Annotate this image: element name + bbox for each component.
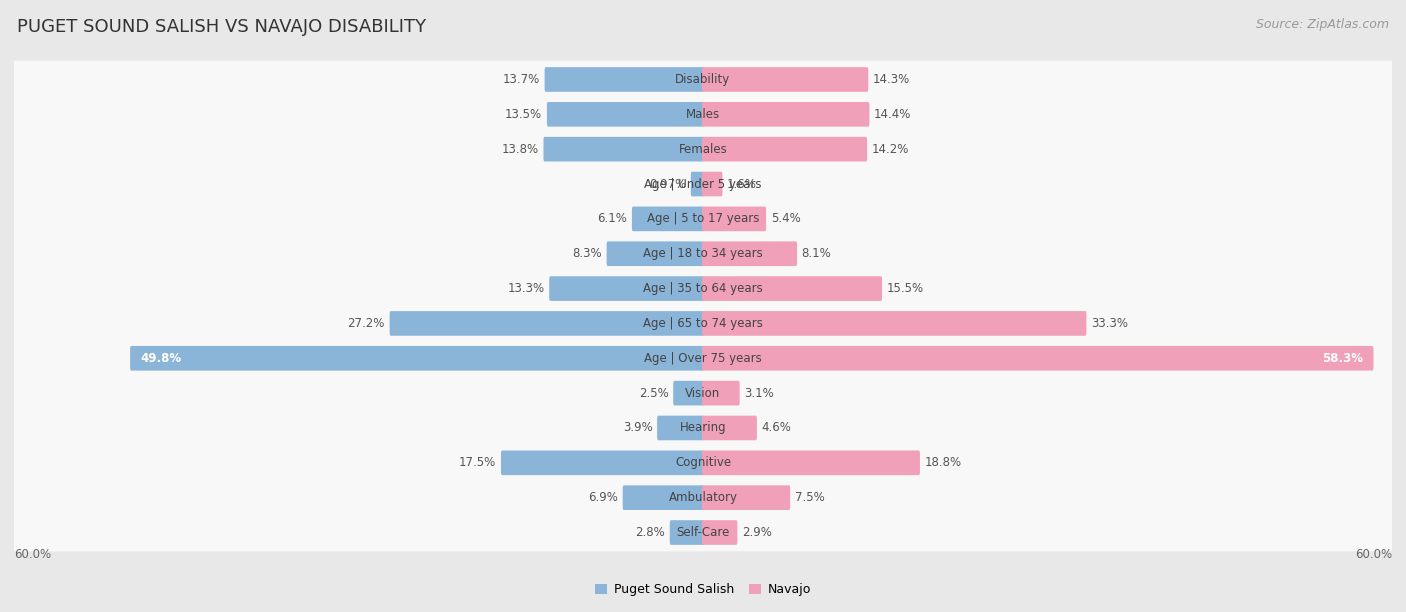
Text: 13.8%: 13.8% xyxy=(502,143,538,155)
FancyBboxPatch shape xyxy=(501,450,704,475)
FancyBboxPatch shape xyxy=(657,416,704,440)
Text: Age | 35 to 64 years: Age | 35 to 64 years xyxy=(643,282,763,295)
Text: 14.4%: 14.4% xyxy=(875,108,911,121)
FancyBboxPatch shape xyxy=(14,61,1392,99)
Text: 13.5%: 13.5% xyxy=(505,108,543,121)
FancyBboxPatch shape xyxy=(14,513,1392,551)
Text: 13.7%: 13.7% xyxy=(503,73,540,86)
FancyBboxPatch shape xyxy=(14,375,1392,412)
Text: 2.5%: 2.5% xyxy=(638,387,669,400)
FancyBboxPatch shape xyxy=(702,276,882,301)
FancyBboxPatch shape xyxy=(702,137,868,162)
Text: Cognitive: Cognitive xyxy=(675,457,731,469)
Text: 13.3%: 13.3% xyxy=(508,282,544,295)
Text: Age | 65 to 74 years: Age | 65 to 74 years xyxy=(643,317,763,330)
FancyBboxPatch shape xyxy=(702,520,737,545)
FancyBboxPatch shape xyxy=(702,67,869,92)
Text: Age | Under 5 years: Age | Under 5 years xyxy=(644,177,762,190)
FancyBboxPatch shape xyxy=(702,241,797,266)
FancyBboxPatch shape xyxy=(14,130,1392,168)
Text: Disability: Disability xyxy=(675,73,731,86)
FancyBboxPatch shape xyxy=(14,235,1392,272)
Text: Age | Over 75 years: Age | Over 75 years xyxy=(644,352,762,365)
Text: Self-Care: Self-Care xyxy=(676,526,730,539)
FancyBboxPatch shape xyxy=(389,311,704,336)
Text: 2.8%: 2.8% xyxy=(636,526,665,539)
Text: 6.9%: 6.9% xyxy=(588,491,619,504)
Text: 15.5%: 15.5% xyxy=(887,282,924,295)
FancyBboxPatch shape xyxy=(14,305,1392,342)
FancyBboxPatch shape xyxy=(14,270,1392,307)
FancyBboxPatch shape xyxy=(14,340,1392,377)
Text: 8.3%: 8.3% xyxy=(572,247,602,260)
FancyBboxPatch shape xyxy=(702,102,869,127)
Text: 14.2%: 14.2% xyxy=(872,143,910,155)
FancyBboxPatch shape xyxy=(702,450,920,475)
Text: 2.9%: 2.9% xyxy=(742,526,772,539)
Text: 60.0%: 60.0% xyxy=(14,548,51,561)
Text: Males: Males xyxy=(686,108,720,121)
FancyBboxPatch shape xyxy=(623,485,704,510)
FancyBboxPatch shape xyxy=(606,241,704,266)
Text: 60.0%: 60.0% xyxy=(1355,548,1392,561)
Text: 27.2%: 27.2% xyxy=(347,317,385,330)
FancyBboxPatch shape xyxy=(547,102,704,127)
Text: 49.8%: 49.8% xyxy=(141,352,181,365)
FancyBboxPatch shape xyxy=(14,95,1392,133)
Text: Ambulatory: Ambulatory xyxy=(668,491,738,504)
Text: Hearing: Hearing xyxy=(679,422,727,435)
Text: Source: ZipAtlas.com: Source: ZipAtlas.com xyxy=(1256,18,1389,31)
FancyBboxPatch shape xyxy=(702,485,790,510)
Text: 14.3%: 14.3% xyxy=(873,73,910,86)
FancyBboxPatch shape xyxy=(631,207,704,231)
FancyBboxPatch shape xyxy=(702,172,723,196)
Text: Age | 5 to 17 years: Age | 5 to 17 years xyxy=(647,212,759,225)
Text: Vision: Vision xyxy=(685,387,721,400)
FancyBboxPatch shape xyxy=(673,381,704,405)
FancyBboxPatch shape xyxy=(702,381,740,405)
Text: 33.3%: 33.3% xyxy=(1091,317,1128,330)
Text: 4.6%: 4.6% xyxy=(762,422,792,435)
FancyBboxPatch shape xyxy=(544,67,704,92)
Text: Females: Females xyxy=(679,143,727,155)
Text: PUGET SOUND SALISH VS NAVAJO DISABILITY: PUGET SOUND SALISH VS NAVAJO DISABILITY xyxy=(17,18,426,36)
Text: 7.5%: 7.5% xyxy=(794,491,824,504)
FancyBboxPatch shape xyxy=(702,207,766,231)
FancyBboxPatch shape xyxy=(544,137,704,162)
FancyBboxPatch shape xyxy=(690,172,704,196)
FancyBboxPatch shape xyxy=(14,479,1392,517)
Legend: Puget Sound Salish, Navajo: Puget Sound Salish, Navajo xyxy=(591,578,815,601)
Text: 5.4%: 5.4% xyxy=(770,212,800,225)
Text: 0.97%: 0.97% xyxy=(650,177,686,190)
FancyBboxPatch shape xyxy=(131,346,704,371)
FancyBboxPatch shape xyxy=(14,409,1392,447)
FancyBboxPatch shape xyxy=(669,520,704,545)
Text: 3.9%: 3.9% xyxy=(623,422,652,435)
FancyBboxPatch shape xyxy=(702,416,756,440)
Text: 3.1%: 3.1% xyxy=(744,387,775,400)
Text: 6.1%: 6.1% xyxy=(598,212,627,225)
FancyBboxPatch shape xyxy=(14,200,1392,237)
FancyBboxPatch shape xyxy=(702,311,1087,336)
Text: 8.1%: 8.1% xyxy=(801,247,831,260)
Text: 1.6%: 1.6% xyxy=(727,177,756,190)
Text: Age | 18 to 34 years: Age | 18 to 34 years xyxy=(643,247,763,260)
Text: 18.8%: 18.8% xyxy=(925,457,962,469)
FancyBboxPatch shape xyxy=(14,444,1392,482)
Text: 58.3%: 58.3% xyxy=(1322,352,1364,365)
FancyBboxPatch shape xyxy=(14,165,1392,203)
FancyBboxPatch shape xyxy=(702,346,1374,371)
Text: 17.5%: 17.5% xyxy=(460,457,496,469)
FancyBboxPatch shape xyxy=(550,276,704,301)
